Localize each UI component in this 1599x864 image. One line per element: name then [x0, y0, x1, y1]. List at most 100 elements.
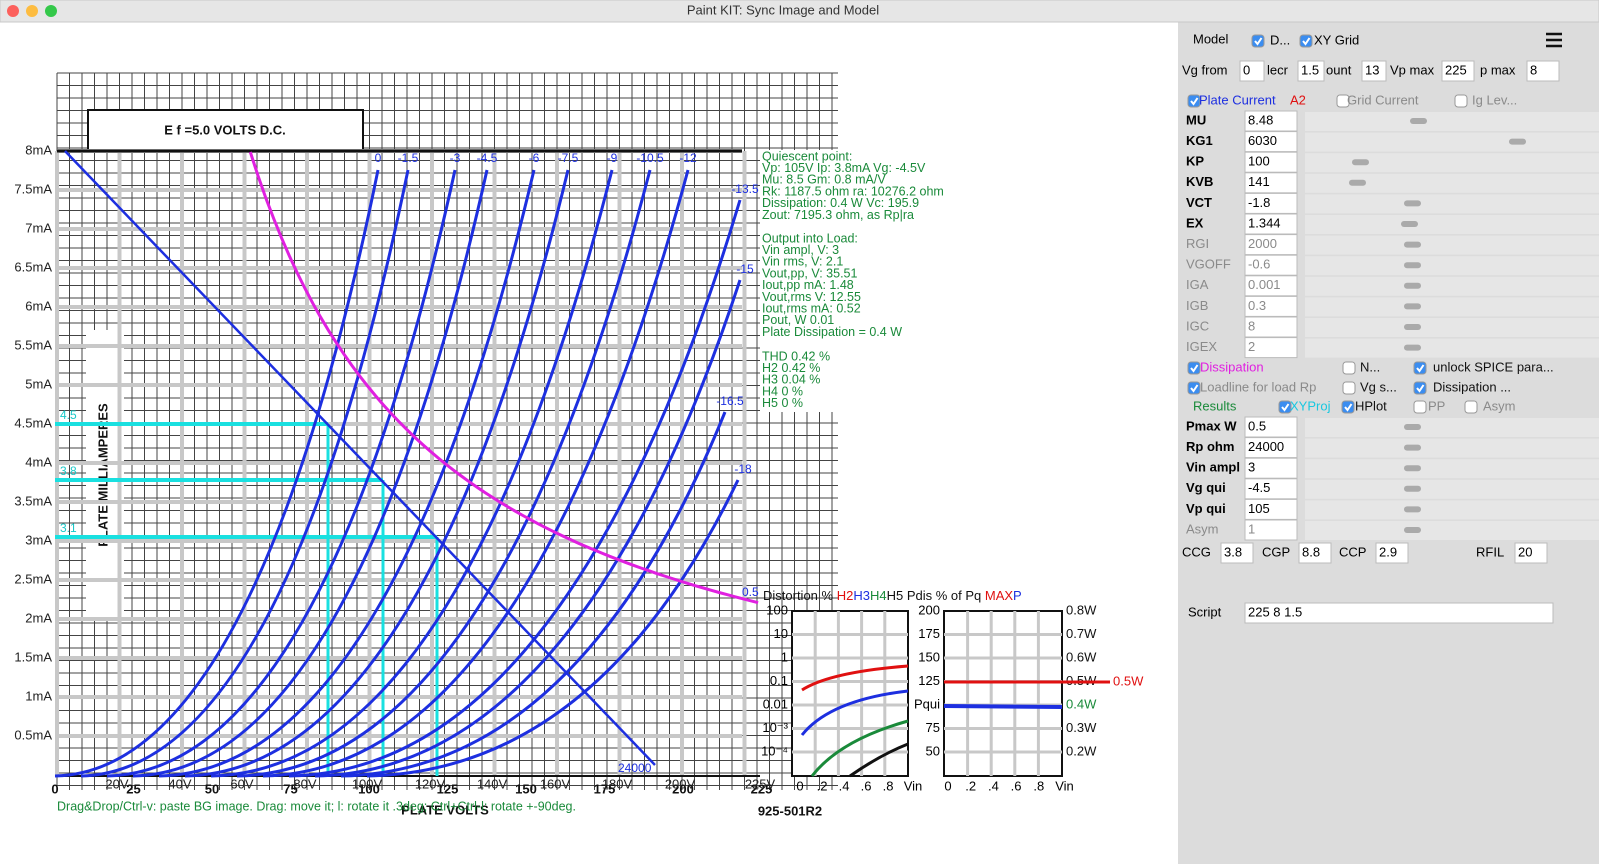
slider-track[interactable]: [1305, 215, 1599, 234]
slider-thumb[interactable]: [1404, 282, 1421, 289]
input-field[interactable]: [1244, 172, 1298, 194]
result-label: Asym: [1186, 521, 1219, 536]
checkbox[interactable]: [1413, 361, 1427, 375]
slider-thumb[interactable]: [1404, 485, 1421, 492]
checkbox[interactable]: [1454, 94, 1468, 108]
slider-thumb[interactable]: [1401, 221, 1418, 227]
checkbox[interactable]: [1187, 361, 1201, 375]
input-field[interactable]: [1244, 275, 1298, 297]
input-field[interactable]: [1441, 60, 1475, 82]
input-field[interactable]: [1244, 254, 1298, 276]
slider-thumb[interactable]: [1404, 424, 1421, 430]
input-value: 6030: [1248, 133, 1277, 148]
slider-track[interactable]: [1305, 235, 1599, 255]
right-tick: 0.6W: [1066, 649, 1097, 664]
mid-tick: 150: [918, 649, 940, 664]
input-field[interactable]: [1298, 542, 1332, 564]
checkbox[interactable]: [1413, 400, 1427, 414]
input-field[interactable]: [1244, 602, 1554, 624]
check-mark: [1302, 37, 1311, 46]
plate-curve: [236, 169, 652, 778]
slider-thumb[interactable]: [1349, 179, 1366, 186]
slider-track[interactable]: [1305, 256, 1599, 276]
input-value: 2000: [1248, 236, 1277, 251]
slider-thumb[interactable]: [1410, 118, 1427, 124]
input-field[interactable]: [1375, 542, 1409, 564]
input-field[interactable]: [1244, 192, 1298, 214]
slider-thumb[interactable]: [1404, 444, 1421, 451]
slider-thumb[interactable]: [1404, 527, 1421, 533]
slider-track[interactable]: [1305, 500, 1599, 520]
hint: Drag&Drop/Ctrl-v: paste BG image. Drag: …: [57, 799, 576, 813]
input-field[interactable]: [1244, 213, 1298, 235]
y-label: 6mA: [25, 298, 52, 313]
input-field[interactable]: [1244, 498, 1298, 520]
slider-thumb[interactable]: [1404, 303, 1421, 310]
checkbox[interactable]: [1341, 400, 1355, 414]
slider-track[interactable]: [1305, 338, 1599, 358]
x-label: 20V: [105, 776, 128, 791]
input-field[interactable]: [1244, 234, 1298, 256]
input-field[interactable]: [1244, 457, 1298, 479]
input-field[interactable]: [1244, 337, 1298, 359]
slider-track[interactable]: [1305, 521, 1599, 540]
slider-track[interactable]: [1305, 194, 1599, 214]
slider-thumb[interactable]: [1404, 506, 1421, 513]
input-field[interactable]: [1220, 542, 1254, 564]
checkbox[interactable]: [1342, 361, 1356, 375]
input-field[interactable]: [1244, 110, 1298, 132]
slider-track[interactable]: [1305, 459, 1599, 479]
model-label: Model: [1193, 31, 1229, 46]
slider-track[interactable]: [1305, 418, 1599, 437]
slider-thumb[interactable]: [1352, 159, 1369, 166]
slider-thumb[interactable]: [1404, 262, 1421, 269]
input-field[interactable]: [1244, 478, 1298, 500]
param-label: VGOFF: [1186, 257, 1231, 272]
left-tick: 1: [781, 649, 788, 664]
slider-track[interactable]: [1305, 112, 1599, 131]
scan-x-digit: 100: [358, 781, 380, 796]
info-line: Output into Load:: [762, 231, 858, 245]
input-field[interactable]: [1514, 542, 1548, 564]
slider-track[interactable]: [1305, 153, 1599, 173]
input-field[interactable]: [1244, 131, 1298, 153]
checkbox[interactable]: [1187, 381, 1201, 395]
checkbox[interactable]: [1342, 381, 1356, 395]
input-field[interactable]: [1244, 316, 1298, 338]
info-line: Iout,rms mA: 0.52: [762, 301, 861, 315]
slider-track[interactable]: [1305, 173, 1599, 193]
slider-thumb[interactable]: [1404, 465, 1421, 472]
input-value: 105: [1248, 501, 1270, 516]
input-field[interactable]: [1244, 416, 1298, 438]
input-value: 100: [1248, 154, 1270, 169]
slider-track[interactable]: [1305, 438, 1599, 458]
window-button[interactable]: [7, 5, 19, 17]
slider-thumb[interactable]: [1404, 344, 1421, 351]
slider-track[interactable]: [1305, 318, 1599, 337]
checkbox[interactable]: [1299, 34, 1313, 48]
checkbox[interactable]: [1251, 34, 1265, 48]
input-field[interactable]: [1297, 60, 1325, 82]
input-field[interactable]: [1244, 519, 1298, 541]
checkbox[interactable]: [1413, 381, 1427, 395]
slider-thumb[interactable]: [1404, 324, 1421, 330]
input-field[interactable]: [1244, 295, 1298, 317]
slider-track[interactable]: [1305, 132, 1599, 152]
input-field[interactable]: [1244, 437, 1298, 459]
window-button[interactable]: [45, 5, 57, 17]
checkbox[interactable]: [1464, 400, 1478, 414]
input-field[interactable]: [1526, 60, 1560, 82]
slider-track[interactable]: [1305, 297, 1599, 317]
slider-track[interactable]: [1305, 479, 1599, 499]
slider-thumb[interactable]: [1404, 200, 1421, 207]
input-field[interactable]: [1244, 151, 1298, 173]
slider-track[interactable]: [1305, 276, 1599, 296]
window-button[interactable]: [26, 5, 38, 17]
input-field[interactable]: [1361, 60, 1387, 82]
slider-thumb[interactable]: [1509, 138, 1526, 145]
input-field[interactable]: [1239, 60, 1265, 82]
plate-curve: [340, 411, 727, 778]
checkbox[interactable]: [1336, 94, 1350, 108]
slider-thumb[interactable]: [1404, 241, 1421, 248]
